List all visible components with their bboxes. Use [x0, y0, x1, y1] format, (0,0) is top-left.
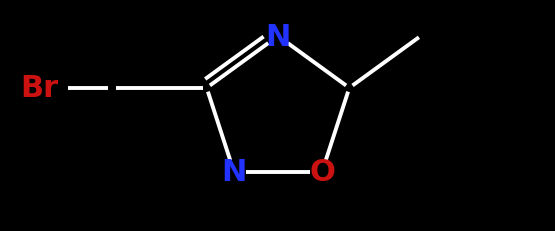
Text: N: N	[221, 158, 246, 186]
Text: N: N	[265, 22, 291, 51]
Text: O: O	[309, 158, 335, 186]
Text: Br: Br	[21, 74, 59, 103]
